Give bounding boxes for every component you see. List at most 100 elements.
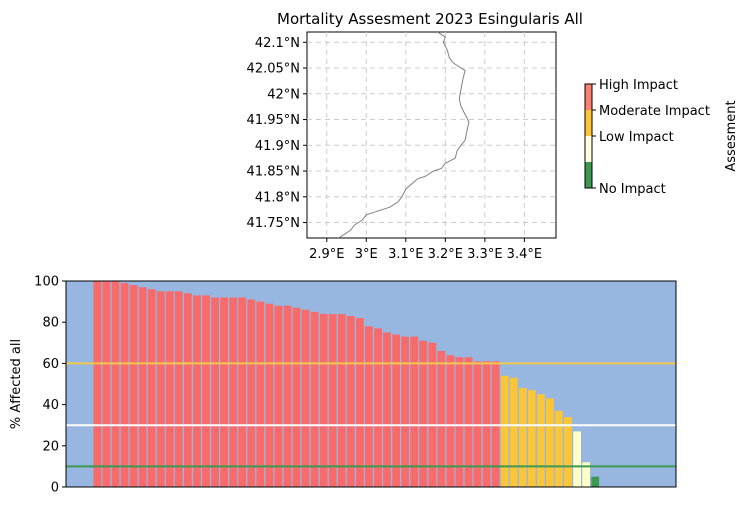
- bar: [392, 334, 400, 487]
- bar: [482, 361, 491, 487]
- bar: [410, 336, 419, 487]
- colorbar-label: Assesment: [724, 100, 739, 171]
- bar: [446, 355, 455, 487]
- bar: [509, 377, 518, 487]
- longitude-tick-labels: 2.9°E 3°E 3.1°E 3.2°E 3.3°E 3.4°E: [309, 238, 542, 262]
- bar: [365, 326, 373, 487]
- bar: [573, 431, 581, 487]
- bar: [473, 361, 482, 487]
- bar: [346, 316, 355, 487]
- colorbar-tick-label: Moderate Impact: [599, 104, 710, 119]
- colorbar: High Impact Moderate Impact Low Impact No I…: [584, 78, 739, 197]
- bar: [174, 291, 183, 487]
- bar: [401, 336, 409, 487]
- colorbar-block: [585, 136, 592, 162]
- bar: [564, 417, 572, 487]
- bar: [383, 332, 391, 487]
- bar: [546, 398, 554, 487]
- map-title: Mortality Assesment 2023 Esingularis All: [277, 10, 583, 28]
- lat-tick-label: 42.1°N: [255, 36, 300, 51]
- bar: [464, 357, 473, 487]
- bar: [491, 361, 500, 487]
- bar: [437, 351, 446, 487]
- lon-tick-label: 3.2°E: [428, 247, 463, 262]
- bar: [527, 390, 536, 487]
- y-axis-ticks: 0 20 40 60 80 100: [34, 275, 66, 496]
- bar: [356, 318, 364, 487]
- bar: [374, 328, 382, 487]
- bar: [274, 305, 283, 487]
- lon-tick-label: 2.9°E: [309, 247, 344, 262]
- latitude-tick-labels: 42.1°N 42.05°N 42°N 41.95°N 41.9°N 41.85°N 41.…: [247, 36, 307, 231]
- bar: [202, 295, 210, 487]
- bar: [165, 291, 174, 487]
- bar: [138, 287, 147, 487]
- bar: [265, 303, 274, 487]
- bar: [93, 281, 102, 487]
- bar: [256, 301, 265, 487]
- lon-tick-label: 3.3°E: [467, 247, 502, 262]
- colorbar-tick-label: No Impact: [599, 182, 666, 197]
- bar: [193, 295, 201, 487]
- lon-tick-label: 3.1°E: [388, 247, 423, 262]
- colorbar-tick-label: High Impact: [599, 78, 678, 93]
- bar: [147, 289, 156, 487]
- bar-plot-frame: [65, 280, 677, 488]
- bar: [102, 281, 111, 487]
- lat-tick-label: 41.95°N: [247, 113, 300, 128]
- y-tick-label: 60: [42, 357, 59, 372]
- y-tick-label: 100: [34, 275, 59, 290]
- lat-tick-label: 41.75°N: [247, 216, 300, 231]
- bar: [301, 309, 310, 487]
- colorbar-tick-label: Low Impact: [599, 130, 674, 145]
- y-axis-label: % Affected all: [9, 339, 24, 429]
- bar: [283, 305, 292, 487]
- coastline: [338, 31, 470, 239]
- bar: [292, 307, 301, 487]
- bar: [337, 314, 346, 487]
- bar: [555, 410, 563, 487]
- lon-tick-label: 3°E: [355, 247, 378, 262]
- bar: [129, 285, 138, 487]
- lat-tick-label: 42.05°N: [247, 62, 300, 77]
- bar: [428, 342, 437, 487]
- y-tick-label: 80: [42, 316, 59, 331]
- bar: [500, 375, 509, 487]
- bar: [220, 297, 228, 487]
- bar: [111, 281, 120, 487]
- threshold-lines: [66, 362, 676, 468]
- bar: [582, 462, 590, 487]
- map-frame: [306, 31, 557, 239]
- bar: [319, 314, 328, 487]
- map-gridlines: [307, 32, 556, 238]
- bar: [238, 297, 247, 487]
- lat-tick-label: 41.8°N: [255, 190, 300, 205]
- colorbar-block: [585, 84, 592, 110]
- bar: [211, 297, 219, 487]
- bar-chart: 0 20 40 60 80 100 % Affected all: [9, 275, 677, 496]
- bar: [184, 293, 192, 487]
- bar: [537, 394, 545, 487]
- bar: [229, 297, 238, 487]
- lat-tick-label: 41.9°N: [255, 139, 300, 154]
- bar: [156, 291, 165, 487]
- bar: [120, 283, 129, 487]
- bar: [591, 476, 600, 487]
- y-tick-label: 0: [51, 481, 59, 496]
- bar: [518, 388, 527, 487]
- lon-tick-label: 3.4°E: [507, 247, 542, 262]
- bars: [93, 281, 600, 487]
- colorbar-tick-labels: High Impact Moderate Impact Low Impact No I…: [592, 78, 710, 197]
- y-tick-label: 20: [42, 439, 59, 454]
- colorbar-blocks: [585, 84, 592, 188]
- y-tick-label: 40: [42, 398, 59, 413]
- bar: [455, 357, 464, 487]
- bar: [310, 311, 319, 487]
- map-panel: Mortality Assesment 2023 Esingularis All…: [247, 10, 583, 262]
- bar: [247, 299, 256, 487]
- lat-tick-label: 41.85°N: [247, 165, 300, 180]
- colorbar-block: [585, 110, 592, 136]
- lat-tick-label: 42°N: [267, 87, 300, 102]
- bar: [328, 314, 337, 487]
